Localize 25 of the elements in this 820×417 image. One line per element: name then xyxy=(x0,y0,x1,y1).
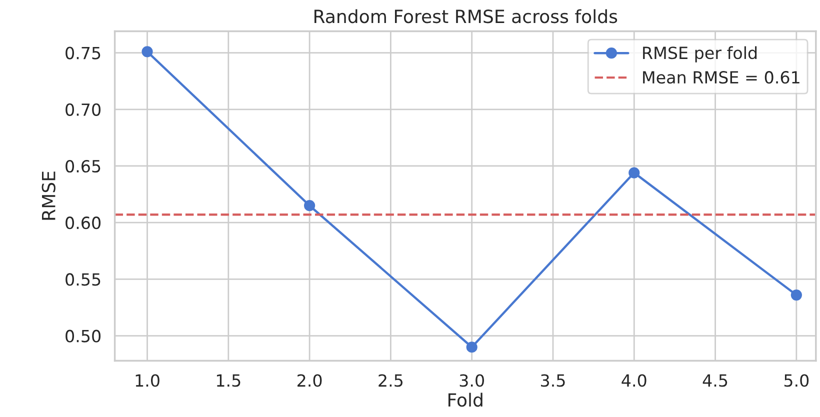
chart-title: Random Forest RMSE across folds xyxy=(314,9,618,24)
y-tick-label: 0.55 xyxy=(66,273,100,286)
x-tick-label: 2.0 xyxy=(298,374,322,387)
y-tick-label: 0.60 xyxy=(66,216,100,230)
y-tick-label: 0.70 xyxy=(66,103,100,116)
x-tick-label: 3.5 xyxy=(541,374,565,387)
x-tick-label: 5.0 xyxy=(784,374,809,387)
x-axis-title: Fold xyxy=(448,392,482,407)
point xyxy=(628,167,640,178)
x-tick-label: 1.5 xyxy=(216,374,240,387)
y-tick-label: 0.75 xyxy=(66,46,100,60)
point xyxy=(304,200,316,212)
legend-label: RMSE per fold xyxy=(643,46,757,62)
x-tick-label: 1.0 xyxy=(136,374,160,387)
legend-label: Mean RMSE = 0.61 xyxy=(643,71,800,84)
y-axis-title: RMSE xyxy=(42,172,56,220)
x-tick-label: 2.5 xyxy=(378,374,402,387)
x-tick-label: 4.0 xyxy=(622,374,646,387)
x-tick-label: 3.0 xyxy=(460,374,484,387)
point xyxy=(142,46,153,58)
point xyxy=(790,289,802,301)
y-tick-label: 0.65 xyxy=(66,160,100,173)
y-tick-label: 0.50 xyxy=(66,330,100,342)
x-tick-label: 4.5 xyxy=(702,374,728,387)
point xyxy=(466,342,478,353)
